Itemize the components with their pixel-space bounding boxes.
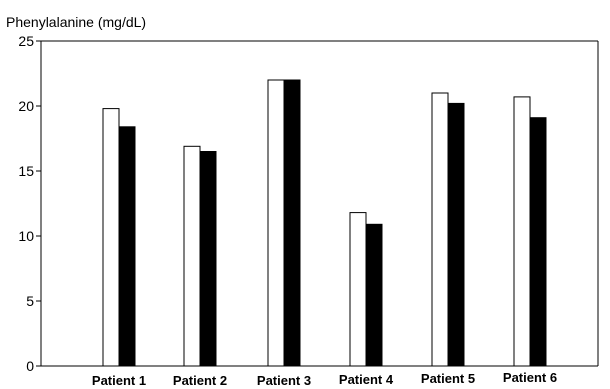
y-tick-label: 25 <box>18 33 34 49</box>
x-tick-label: Patient 3 <box>257 373 311 388</box>
y-tick-label: 20 <box>18 98 34 114</box>
x-tick-label: Patient 5 <box>421 371 475 386</box>
x-tick-label: Patient 6 <box>503 370 557 385</box>
bar-white-patient-5 <box>431 92 449 367</box>
x-axis: Patient 1 Patient 2 Patient 3 Patient 4 Pati… <box>92 370 557 388</box>
bar-white-patient-1 <box>102 108 120 367</box>
bar-black-patient-6 <box>529 117 547 367</box>
bar-black-patient-4 <box>365 223 383 367</box>
bar-white-patient-6 <box>513 96 531 367</box>
bar-black-patient-1 <box>118 126 136 367</box>
bars <box>102 79 547 367</box>
bar-white-patient-4 <box>349 212 367 367</box>
x-tick-label: Patient 1 <box>92 373 146 388</box>
bar-black-patient-3 <box>283 79 301 367</box>
bar-black-patient-2 <box>199 151 217 367</box>
bar-white-patient-2 <box>183 145 201 367</box>
y-tick-label: 15 <box>18 163 34 179</box>
y-tick-label: 0 <box>26 358 34 374</box>
bar-white-patient-3 <box>267 79 285 367</box>
x-tick-label: Patient 2 <box>173 373 227 388</box>
y-axis-label: Phenylalanine (mg/dL) <box>6 14 146 30</box>
bar-black-patient-5 <box>447 102 465 367</box>
y-axis: 0 5 10 15 20 25 <box>18 33 41 374</box>
y-tick-label: 10 <box>18 228 34 244</box>
y-tick-label: 5 <box>26 293 34 309</box>
x-tick-label: Patient 4 <box>339 372 394 387</box>
